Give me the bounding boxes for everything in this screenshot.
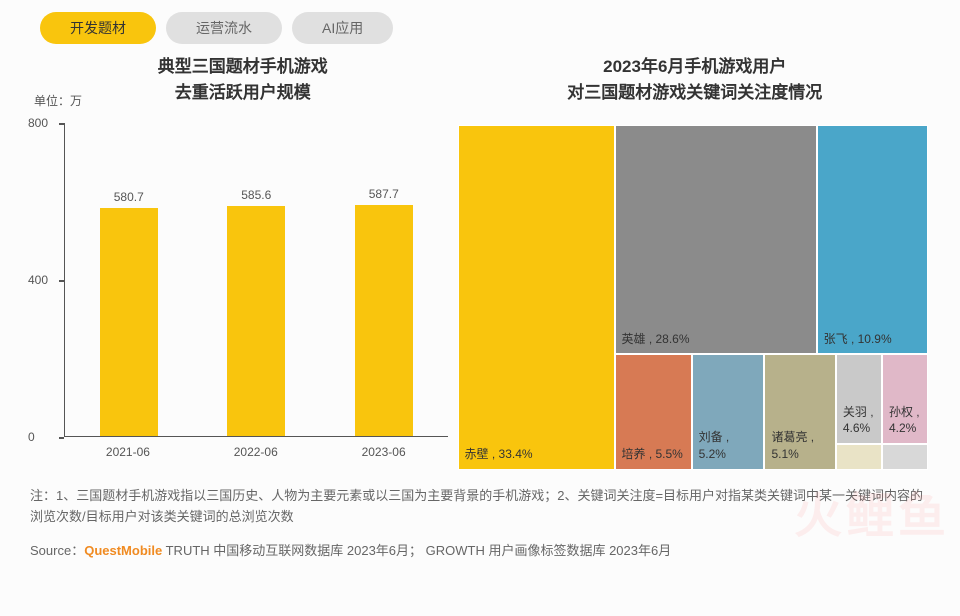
bar — [355, 205, 413, 436]
tab-bar: 开发题材 运营流水 AI应用 — [0, 0, 960, 44]
unit-label: 单位：万 — [34, 92, 82, 109]
bar-value-label: 587.7 — [369, 187, 399, 201]
treemap-cell: 关羽 , 4.6% — [836, 354, 882, 444]
unit-value: 万 — [70, 94, 82, 108]
bar-value-label: 585.6 — [241, 188, 271, 202]
bar-plot-area: 0 400 800 580.7 585.6 587.7 2021-062022-0620… — [28, 113, 458, 463]
treemap-title-line2: 对三国题材游戏关键词关注度情况 — [458, 80, 932, 106]
treemap-chart: 2023年6月手机游戏用户 对三国题材游戏关键词关注度情况 赤壁 , 33.4%… — [458, 54, 932, 470]
bar-value-label: 580.7 — [114, 190, 144, 204]
cell-label: 诸葛亮 , 5.1% — [771, 429, 828, 463]
cell-label: 关羽 , 4.6% — [843, 404, 875, 438]
cell-label: 赤壁 , 33.4% — [465, 446, 533, 463]
tab-ai-app[interactable]: AI应用 — [292, 12, 393, 44]
bar-group: 585.6 — [193, 188, 319, 436]
footnote: 注：1、三国题材手机游戏指以三国历史、人物为主要元素或以三国为主要背景的手机游戏… — [0, 470, 960, 534]
source-brand: QuestMobile — [84, 543, 162, 558]
tab-dev-theme[interactable]: 开发题材 — [40, 12, 156, 44]
bar-group: 580.7 — [66, 190, 192, 436]
treemap-cell — [836, 444, 882, 470]
bars-container: 580.7 585.6 587.7 — [64, 123, 448, 437]
bar-chart-title: 典型三国题材手机游戏 去重活跃用户规模 — [28, 54, 458, 105]
cell-label: 英雄 , 28.6% — [622, 331, 690, 348]
x-tick-label: 2021-06 — [65, 445, 192, 459]
cell-label: 刘备 , 5.2% — [699, 429, 758, 463]
cell-label: 孙权 , 4.2% — [889, 404, 921, 438]
bar-title-line2: 去重活跃用户规模 — [28, 80, 458, 106]
treemap-area: 赤壁 , 33.4% 英雄 , 28.6% 张飞 , 10.9% 培养 , 5.5% 刘… — [458, 125, 928, 470]
bar-title-line1: 典型三国题材手机游戏 — [28, 54, 458, 80]
source-prefix: Source： — [30, 543, 84, 558]
y-tick-label: 0 — [28, 430, 35, 444]
x-tick-label: 2022-06 — [192, 445, 319, 459]
treemap-cell: 诸葛亮 , 5.1% — [764, 354, 835, 470]
cell-label: 张飞 , 10.9% — [824, 331, 892, 348]
source-line: Source：QuestMobile TRUTH 中国移动互联网数据库 2023… — [0, 534, 960, 559]
charts-row: 典型三国题材手机游戏 去重活跃用户规模 单位：万 0400800 580.758… — [0, 44, 960, 470]
treemap-cell: 赤壁 , 33.4% — [458, 125, 615, 470]
treemap-title: 2023年6月手机游戏用户 对三国题材游戏关键词关注度情况 — [458, 54, 932, 105]
treemap-cell: 孙权 , 4.2% — [882, 354, 928, 444]
bar-chart: 典型三国题材手机游戏 去重活跃用户规模 单位：万 0400800 580.758… — [28, 54, 458, 470]
source-text: TRUTH 中国移动互联网数据库 2023年6月； GROWTH 用户画像标签数… — [166, 543, 672, 558]
y-tick-label: 400 — [28, 273, 48, 287]
treemap-cell: 英雄 , 28.6% — [615, 125, 817, 354]
unit-prefix: 单位： — [34, 94, 70, 108]
treemap-cell: 张飞 , 10.9% — [817, 125, 928, 354]
bar-group: 587.7 — [321, 187, 447, 436]
treemap-title-line1: 2023年6月手机游戏用户 — [458, 54, 932, 80]
cell-label: 培养 , 5.5% — [622, 446, 683, 463]
y-tick-label: 800 — [28, 116, 48, 130]
treemap-cell: 刘备 , 5.2% — [692, 354, 765, 470]
treemap-cell: 培养 , 5.5% — [615, 354, 692, 470]
bar — [227, 206, 285, 436]
bar — [100, 208, 158, 436]
treemap-cell — [882, 444, 928, 470]
tab-ops-revenue[interactable]: 运营流水 — [166, 12, 282, 44]
x-tick-label: 2023-06 — [320, 445, 447, 459]
x-axis-labels: 2021-062022-062023-06 — [64, 445, 448, 459]
